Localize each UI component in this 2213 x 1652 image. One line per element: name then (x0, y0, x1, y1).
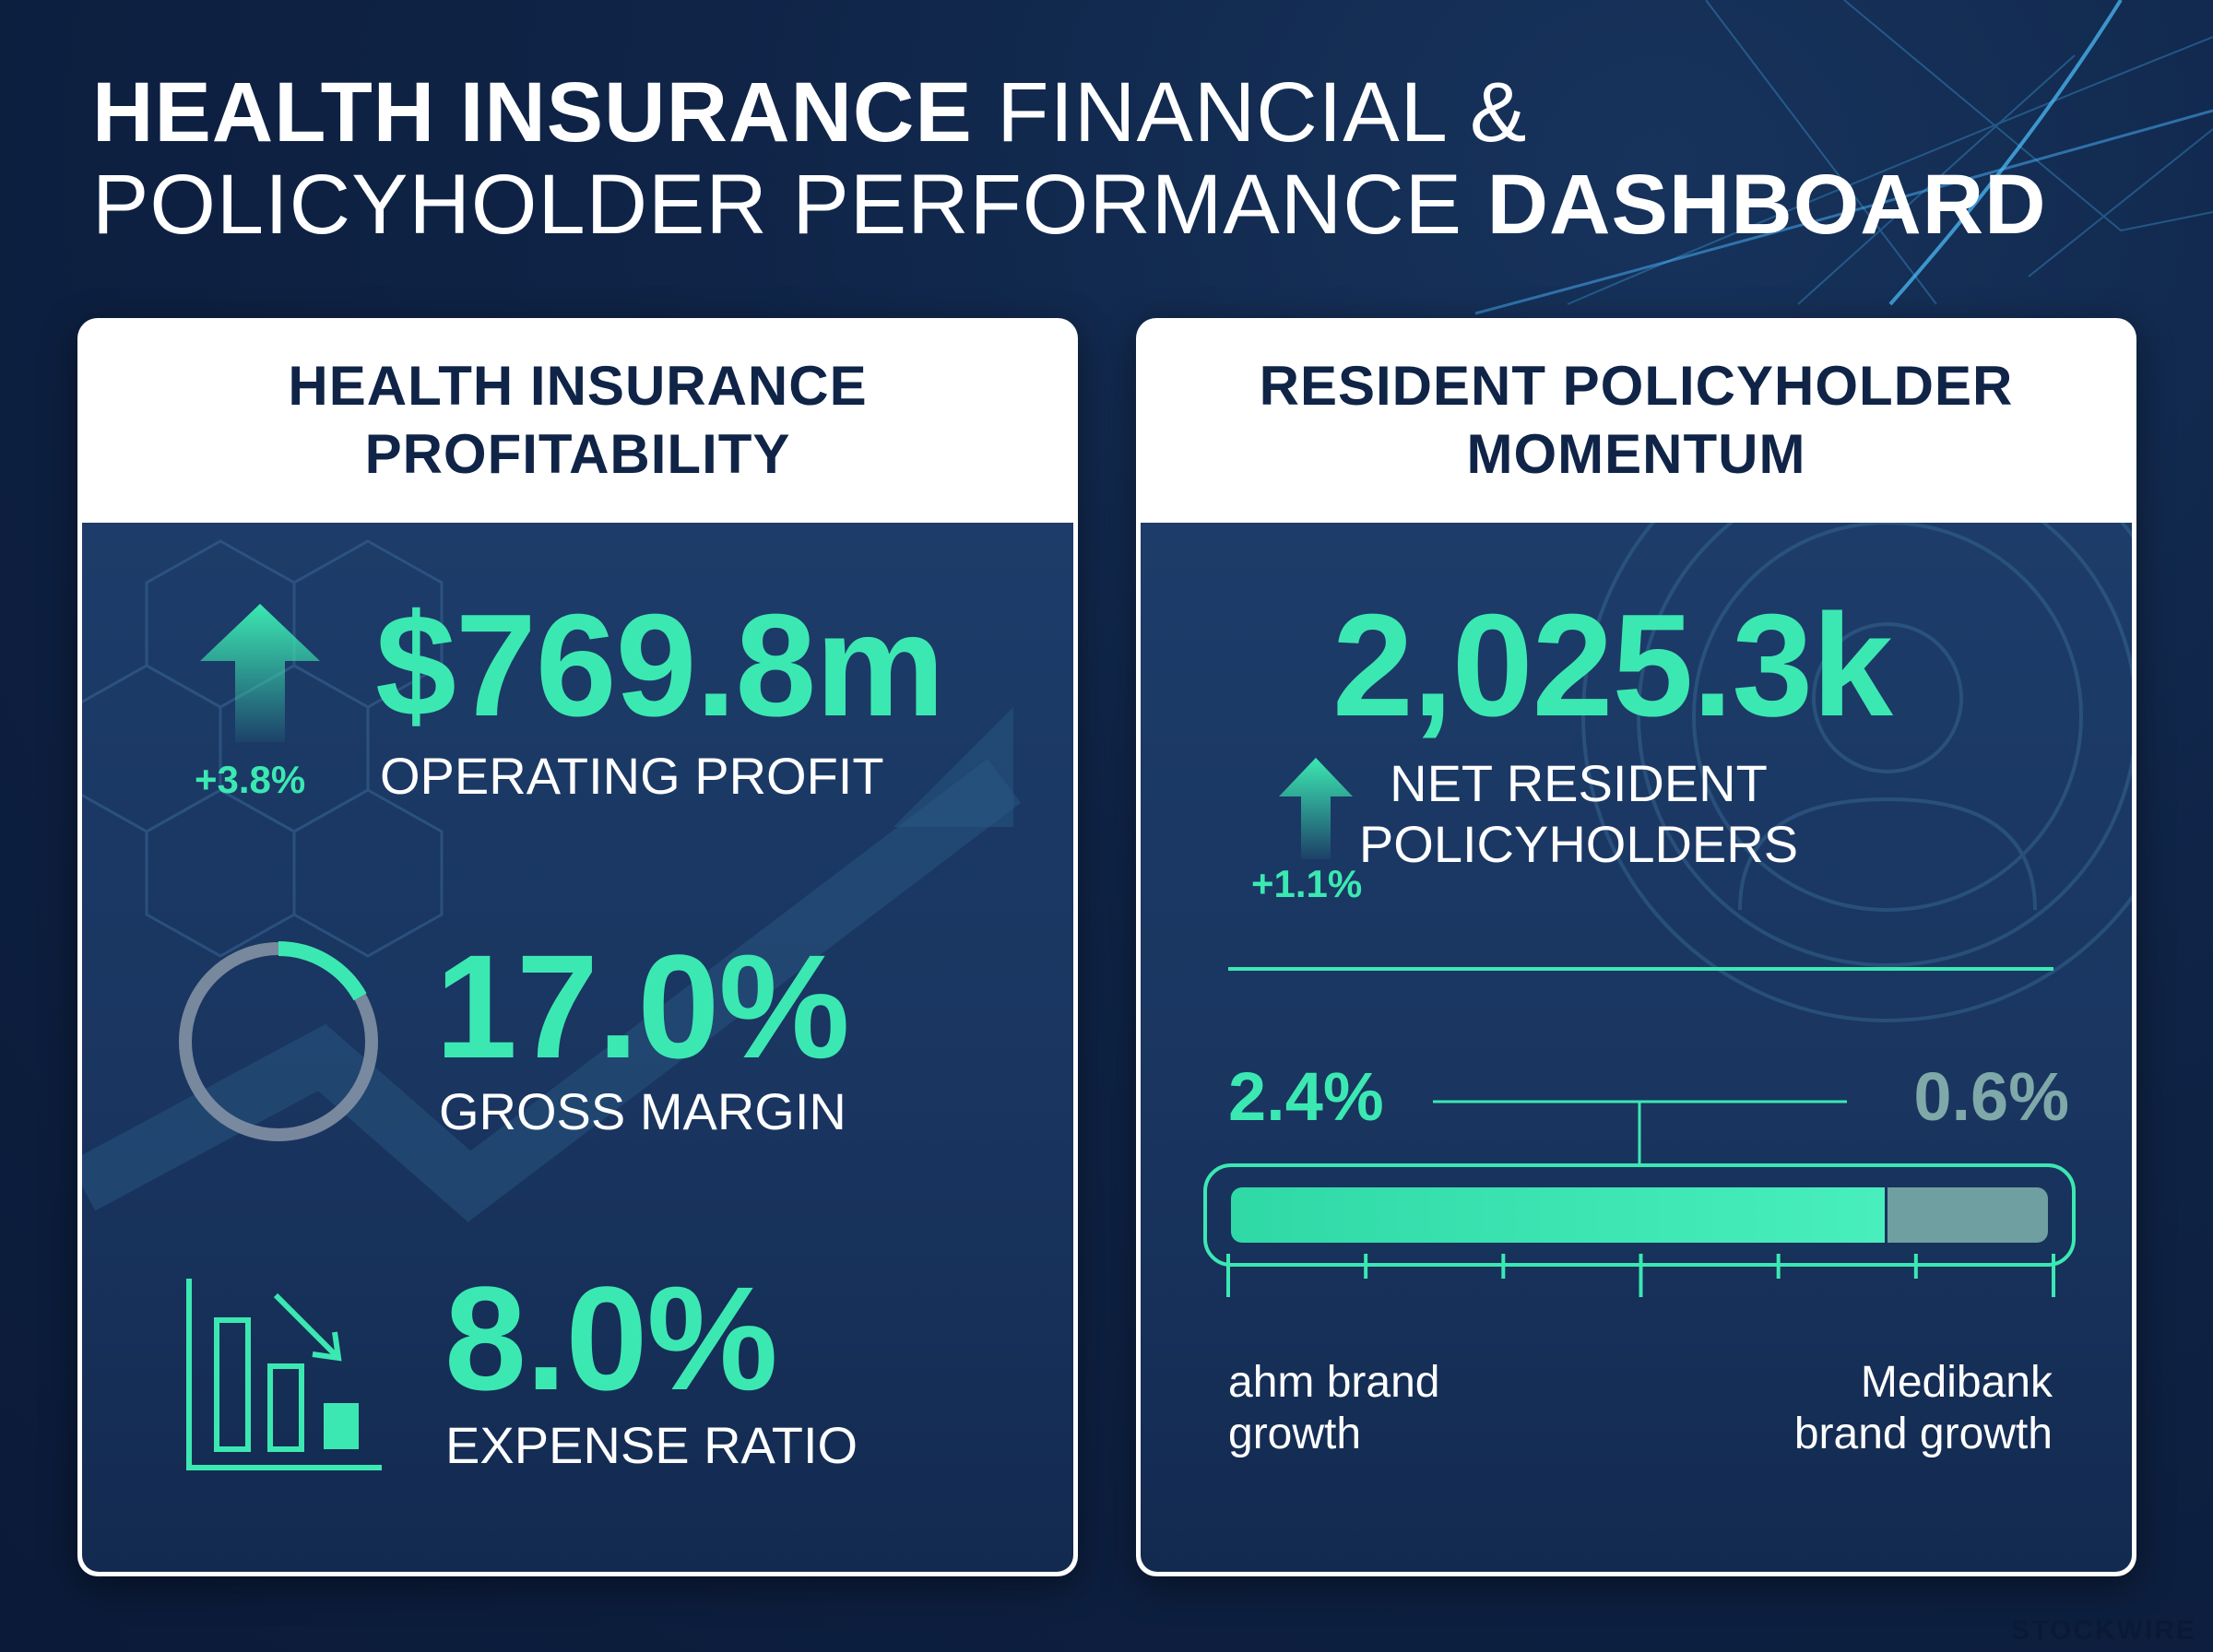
medibank-growth-label: Medibank brand growth (1794, 1357, 2053, 1460)
arrow-up-icon (200, 604, 320, 742)
ahm-growth-fill (1231, 1187, 1885, 1243)
net-policyholders-label-line2: POLICYHOLDERS (1358, 815, 1799, 873)
ahm-growth-value: 2.4% (1228, 1058, 1384, 1135)
profitability-heading: HEALTH INSURANCE PROFITABILITY (77, 318, 1078, 523)
medibank-growth-label-line1: Medibank (1860, 1358, 2053, 1407)
dashboard-title: HEALTH INSURANCE FINANCIAL & POLICYHOLDE… (92, 66, 2047, 251)
profitability-heading-line1: HEALTH INSURANCE (288, 355, 868, 417)
ring-gauge-icon (178, 941, 379, 1142)
gross-margin-value: 17.0% (435, 924, 850, 1089)
ahm-growth-label-line2: growth (1228, 1410, 1362, 1458)
profitability-panel: HEALTH INSURANCE PROFITABILITY +3.8% $76… (77, 318, 1078, 1576)
arrow-up-icon-small (1279, 758, 1353, 859)
person-target-decoration (1581, 523, 2132, 1022)
policyholder-panel: RESIDENT POLICYHOLDER MOMENTUM 2,025.3k … (1136, 318, 2136, 1576)
brand-growth-bar (1203, 1163, 2076, 1267)
title-light-2: POLICYHOLDER PERFORMANCE (92, 158, 1463, 252)
medibank-growth-value: 0.6% (1913, 1058, 2069, 1135)
profitability-heading-line2: PROFITABILITY (364, 423, 791, 485)
operating-profit-label: OPERATING PROFIT (380, 747, 884, 805)
net-policyholders-label-line1: NET RESIDENT (1390, 754, 1768, 812)
expense-ratio-label: EXPENSE RATIO (445, 1416, 858, 1474)
title-bold-1: HEALTH INSURANCE (92, 65, 973, 159)
expense-ratio-value: 8.0% (444, 1256, 778, 1421)
policyholder-heading-line2: MOMENTUM (1466, 423, 1806, 485)
declining-bars-icon (186, 1279, 382, 1470)
policyholder-heading: RESIDENT POLICYHOLDER MOMENTUM (1136, 318, 2136, 523)
ahm-growth-label-line1: ahm brand (1228, 1358, 1440, 1407)
title-bold-2: DASHBOARD (1486, 158, 2047, 252)
watermark-logo: STOCKWIRE (2011, 1615, 2196, 1646)
policyholder-heading-line1: RESIDENT POLICYHOLDER (1259, 355, 2014, 417)
bar-tick-marks (1226, 1254, 2055, 1297)
profitability-body: +3.8% $769.8m OPERATING PROFIT 17.0% GRO… (82, 523, 1073, 1572)
operating-profit-value: $769.8m (375, 584, 945, 747)
policyholder-body: 2,025.3k +1.1% NET RESIDENT POLICYHOLDER… (1141, 523, 2132, 1572)
ahm-growth-label: ahm brand growth (1228, 1357, 1439, 1460)
operating-profit-change: +3.8% (195, 758, 306, 801)
net-policyholders-change: +1.1% (1251, 862, 1363, 905)
section-divider (1228, 967, 2053, 971)
net-policyholders-value: 2,025.3k (1332, 584, 1893, 747)
hexagon-trend-decoration (82, 539, 1022, 1222)
medibank-growth-label-line2: brand growth (1793, 1410, 2053, 1458)
gross-margin-label: GROSS MARGIN (439, 1082, 846, 1140)
medibank-growth-fill (1887, 1187, 2048, 1243)
title-light-1: FINANCIAL & (997, 65, 1528, 159)
bar-connector-lines (1433, 1100, 1847, 1163)
